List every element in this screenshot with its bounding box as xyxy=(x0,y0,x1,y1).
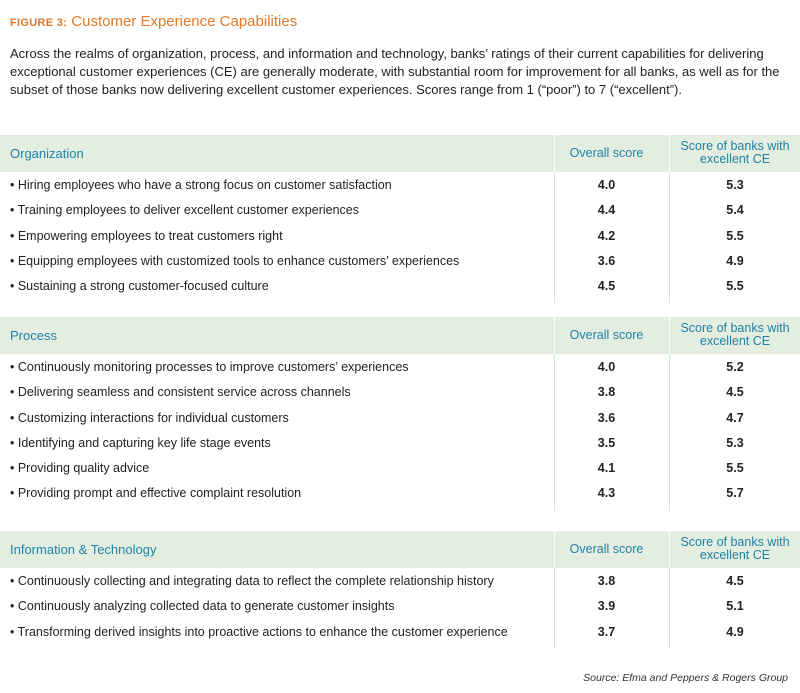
excellent-ce-score: 4.7 xyxy=(726,410,744,425)
table-row: • Empowering employees to treat customer… xyxy=(0,223,800,248)
overall-score: 3.8 xyxy=(597,385,616,400)
excellent-ce-score: 4.5 xyxy=(726,574,744,588)
row-label: • Identifying and capturing key life sta… xyxy=(10,435,271,450)
table-row: • Identifying and capturing key life sta… xyxy=(0,430,800,455)
section-title: Process xyxy=(10,328,57,343)
excellent-ce-score: 4.9 xyxy=(726,253,744,268)
excellent-ce-header: Score of banks with excellent CE xyxy=(680,321,790,348)
overall-score: 4.0 xyxy=(597,178,616,192)
excellent-ce-score: 5.3 xyxy=(726,178,744,192)
overall-score: 4.0 xyxy=(597,360,616,374)
row-label: • Continuously analyzing collected data … xyxy=(10,599,395,614)
excellent-ce-score: 5.4 xyxy=(726,203,744,218)
row-label: • Training employees to deliver excellen… xyxy=(10,203,359,218)
excellent-ce-score: 5.3 xyxy=(726,435,744,450)
excellent-ce-score: 5.1 xyxy=(726,599,744,614)
section-title: Organization xyxy=(10,146,84,161)
excellent-ce-score: 5.2 xyxy=(726,360,744,374)
section-information-technology: Information & Technology Overall score S… xyxy=(0,531,800,648)
section-organization: Organization Overall score Score of bank… xyxy=(0,135,800,303)
excellent-ce-score: 5.5 xyxy=(726,228,744,243)
source-note: Source: Efma and Peppers & Rogers Group xyxy=(583,672,788,684)
table-row: • Continuously monitoring processes to i… xyxy=(0,354,800,379)
excellent-ce-score: 4.5 xyxy=(726,385,744,400)
table-row: • Continuously analyzing collected data … xyxy=(0,593,800,618)
section-header: Process Overall score Score of banks wit… xyxy=(0,317,800,354)
table-row: • Transforming derived insights into pro… xyxy=(0,619,800,644)
row-label: • Hiring employees who have a strong foc… xyxy=(10,178,392,192)
overall-score: 4.3 xyxy=(597,486,616,501)
overall-score: 3.6 xyxy=(597,410,616,425)
excellent-ce-score: 5.5 xyxy=(726,461,744,476)
overall-score: 3.9 xyxy=(597,599,616,614)
table-row: • Training employees to deliver excellen… xyxy=(0,197,800,222)
row-label: • Customizing interactions for individua… xyxy=(10,410,289,425)
table-row: • Providing quality advice 4.1 5.5 xyxy=(0,455,800,480)
table-row: • Customizing interactions for individua… xyxy=(0,405,800,430)
overall-score: 4.4 xyxy=(597,203,616,218)
row-label: • Delivering seamless and consistent ser… xyxy=(10,385,351,400)
overall-score: 3.8 xyxy=(597,574,616,588)
table-row: • Sustaining a strong customer-focused c… xyxy=(0,273,800,298)
section-header: Organization Overall score Score of bank… xyxy=(0,135,800,172)
overall-score: 3.6 xyxy=(597,253,616,268)
section-header: Information & Technology Overall score S… xyxy=(0,531,800,568)
overall-score: 4.5 xyxy=(597,279,616,294)
row-label: • Transforming derived insights into pro… xyxy=(10,624,508,639)
excellent-ce-score: 4.9 xyxy=(726,624,744,639)
row-label: • Sustaining a strong customer-focused c… xyxy=(10,279,269,294)
table-row: • Hiring employees who have a strong foc… xyxy=(0,172,800,197)
table-row: • Delivering seamless and consistent ser… xyxy=(0,379,800,404)
row-label: • Providing prompt and effective complai… xyxy=(10,486,302,501)
table-row: • Continuously collecting and integratin… xyxy=(0,568,800,593)
row-label: • Providing quality advice xyxy=(10,461,150,476)
figure-title-text: Customer Experience Capabilities xyxy=(71,13,298,30)
section-process: Process Overall score Score of banks wit… xyxy=(0,317,800,511)
overall-score-header: Overall score xyxy=(569,146,644,160)
excellent-ce-header: Score of banks with excellent CE xyxy=(680,535,790,562)
excellent-ce-score: 5.7 xyxy=(726,486,744,501)
table-row: • Providing prompt and effective complai… xyxy=(0,480,800,505)
overall-score: 3.5 xyxy=(597,435,616,450)
table-row: • Equipping employees with customized to… xyxy=(0,248,800,273)
row-label: • Empowering employees to treat customer… xyxy=(10,228,283,243)
section-title: Information & Technology xyxy=(10,542,157,557)
row-label: • Equipping employees with customized to… xyxy=(10,253,460,268)
figure-intro: Across the realms of organization, proce… xyxy=(10,46,780,97)
row-label: • Continuously monitoring processes to i… xyxy=(10,360,409,374)
excellent-ce-score: 5.5 xyxy=(726,279,744,294)
overall-score: 3.7 xyxy=(597,624,616,639)
overall-score: 4.1 xyxy=(597,461,616,476)
row-label: • Continuously collecting and integratin… xyxy=(10,574,494,588)
figure-title: FIGURE 3: Customer Experience Capabiliti… xyxy=(10,13,297,30)
overall-score-header: Overall score xyxy=(569,542,644,556)
excellent-ce-header: Score of banks with excellent CE xyxy=(680,139,790,166)
figure-label: FIGURE 3: xyxy=(10,17,68,29)
overall-score: 4.2 xyxy=(597,228,616,243)
overall-score-header: Overall score xyxy=(569,328,644,342)
